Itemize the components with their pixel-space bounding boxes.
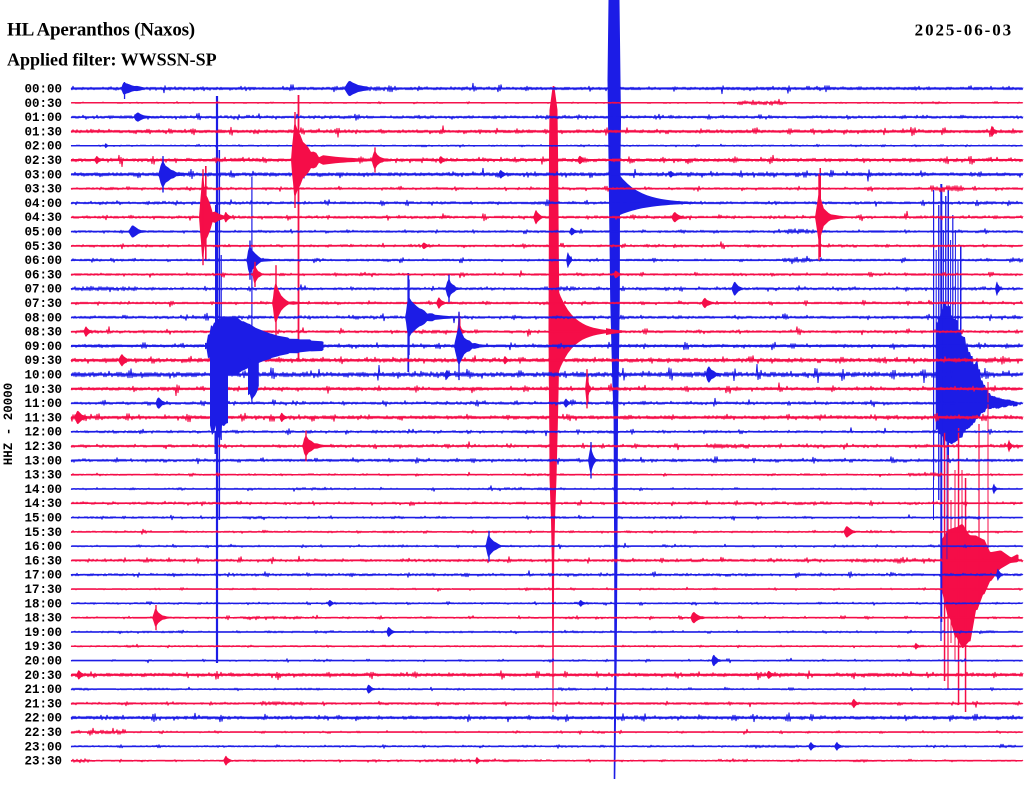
svg-text:HL Aperanthos (Naxos): HL Aperanthos (Naxos) (7, 20, 195, 41)
svg-text:01:30: 01:30 (24, 125, 62, 139)
svg-text:06:00: 06:00 (24, 254, 62, 268)
svg-text:21:30: 21:30 (24, 697, 62, 711)
svg-text:00:00: 00:00 (24, 83, 62, 97)
svg-text:16:30: 16:30 (24, 554, 62, 568)
svg-text:04:30: 04:30 (24, 211, 62, 225)
svg-text:03:30: 03:30 (24, 183, 62, 197)
svg-text:19:30: 19:30 (24, 640, 62, 654)
svg-text:17:30: 17:30 (24, 583, 62, 597)
svg-text:03:00: 03:00 (24, 168, 62, 182)
svg-text:04:00: 04:00 (24, 197, 62, 211)
svg-text:22:00: 22:00 (24, 712, 62, 726)
svg-text:05:00: 05:00 (24, 226, 62, 240)
svg-text:13:00: 13:00 (24, 454, 62, 468)
svg-text:18:30: 18:30 (24, 612, 62, 626)
svg-text:11:00: 11:00 (24, 397, 62, 411)
svg-text:20:30: 20:30 (24, 669, 62, 683)
svg-text:07:00: 07:00 (24, 283, 62, 297)
svg-text:02:00: 02:00 (24, 140, 62, 154)
svg-text:15:30: 15:30 (24, 526, 62, 540)
svg-text:14:00: 14:00 (24, 483, 62, 497)
svg-text:20:00: 20:00 (24, 655, 62, 669)
svg-text:17:00: 17:00 (24, 569, 62, 583)
svg-text:21:00: 21:00 (24, 683, 62, 697)
svg-text:09:00: 09:00 (24, 340, 62, 354)
svg-text:08:30: 08:30 (24, 326, 62, 340)
svg-text:12:30: 12:30 (24, 440, 62, 454)
svg-text:12:00: 12:00 (24, 426, 62, 440)
svg-text:18:00: 18:00 (24, 597, 62, 611)
svg-text:16:00: 16:00 (24, 540, 62, 554)
svg-text:11:30: 11:30 (24, 411, 62, 425)
svg-text:2025-06-03: 2025-06-03 (915, 21, 1013, 40)
svg-text:06:30: 06:30 (24, 268, 62, 282)
svg-text:01:00: 01:00 (24, 111, 62, 125)
svg-text:05:30: 05:30 (24, 240, 62, 254)
svg-text:15:00: 15:00 (24, 512, 62, 526)
svg-text:23:00: 23:00 (24, 740, 62, 754)
svg-text:HHZ - 20000: HHZ - 20000 (2, 383, 16, 466)
svg-text:08:00: 08:00 (24, 311, 62, 325)
svg-text:19:00: 19:00 (24, 626, 62, 640)
svg-text:Applied filter: WWSSN-SP: Applied filter: WWSSN-SP (7, 50, 217, 70)
svg-text:13:30: 13:30 (24, 469, 62, 483)
svg-text:10:30: 10:30 (24, 383, 62, 397)
svg-text:14:30: 14:30 (24, 497, 62, 511)
svg-text:02:30: 02:30 (24, 154, 62, 168)
svg-text:09:30: 09:30 (24, 354, 62, 368)
svg-text:00:30: 00:30 (24, 97, 62, 111)
svg-text:10:00: 10:00 (24, 369, 62, 383)
svg-text:07:30: 07:30 (24, 297, 62, 311)
svg-text:23:30: 23:30 (24, 755, 62, 769)
svg-text:22:30: 22:30 (24, 726, 62, 740)
